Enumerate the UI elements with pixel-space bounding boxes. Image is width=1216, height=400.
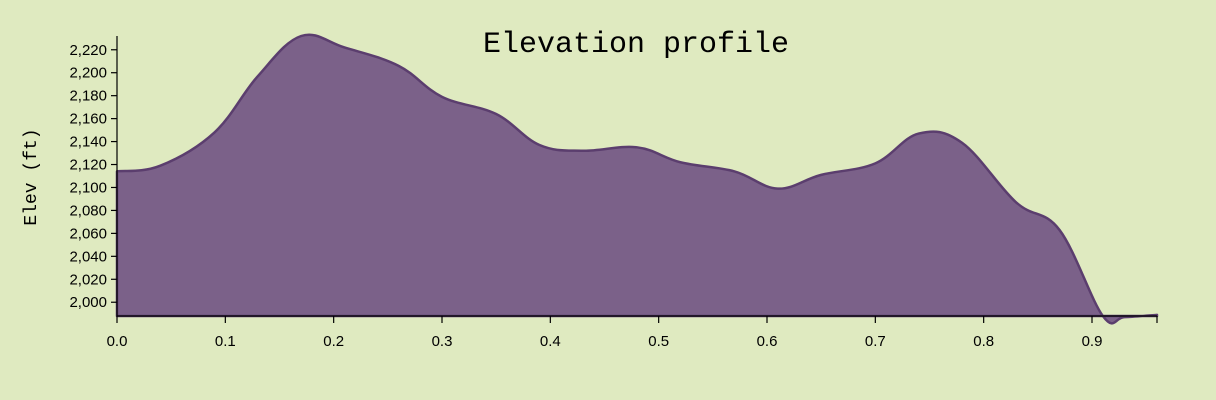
y-tick-label: 2,220	[69, 42, 107, 59]
y-tick-label: 2,200	[69, 65, 107, 82]
x-tick-label: 0.1	[215, 333, 236, 350]
y-tick-label: 2,100	[69, 179, 107, 196]
x-tick-label: 0.3	[432, 333, 453, 350]
y-axis-label: Elev (ft)	[22, 128, 42, 225]
x-tick-label: 0.2	[323, 333, 344, 350]
y-tick-label: 2,120	[69, 157, 107, 174]
x-tick-label: 0.5	[648, 333, 669, 350]
x-tick-label: 0.4	[540, 333, 561, 350]
y-tick-label: 2,000	[69, 294, 107, 311]
plot-area: 2,000 2,020 2,040 2,060 2,080 2,100 2,120 2,140…	[69, 33, 1159, 350]
y-tick-label: 2,060	[69, 225, 107, 242]
y-tick-label: 2,080	[69, 202, 107, 219]
y-tick-label: 2,140	[69, 134, 107, 151]
x-tick-label: 0.7	[865, 333, 886, 350]
y-tick-label: 2,180	[69, 88, 107, 105]
x-tick-label: 0.6	[757, 333, 778, 350]
y-tick-label: 2,020	[69, 271, 107, 288]
x-tick-label: 0.8	[973, 333, 994, 350]
y-tick-label: 2,160	[69, 111, 107, 128]
x-tick-label: 0.9	[1082, 333, 1103, 350]
x-tick-label: 0.0	[107, 333, 128, 350]
chart-title: Elevation profile	[483, 28, 789, 62]
y-tick-label: 2,040	[69, 248, 107, 265]
elevation-area-series	[115, 33, 1159, 325]
